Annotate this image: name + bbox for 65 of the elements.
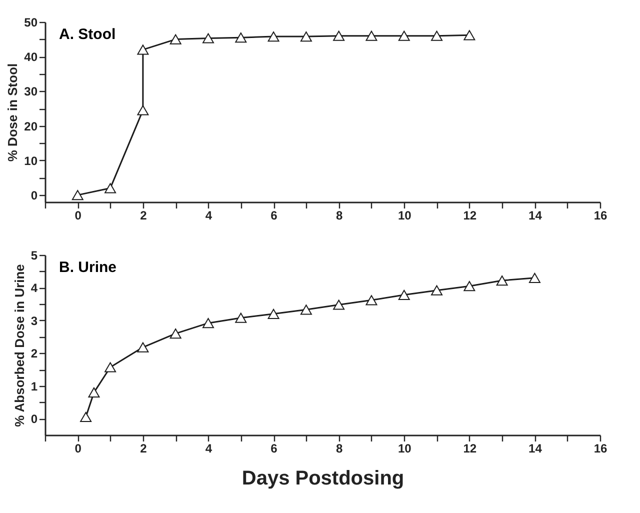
point <box>366 30 378 41</box>
x-tick-label: 4 <box>205 442 212 456</box>
y-tick-label: 2 <box>30 346 38 361</box>
point <box>268 308 280 319</box>
x-tick-label: 0 <box>74 442 82 456</box>
point <box>80 412 92 422</box>
point <box>464 30 476 40</box>
point <box>366 295 378 306</box>
point <box>235 312 247 323</box>
y-tick-label: 3 <box>30 314 38 328</box>
x-tick-label: 14 <box>528 208 542 222</box>
point <box>137 44 149 55</box>
point <box>333 30 345 41</box>
x-tick-label: 10 <box>398 442 412 456</box>
x-tick-label: 0 <box>74 208 82 222</box>
y-tick-label: 4 <box>30 281 38 296</box>
y-tick-label: 10 <box>24 154 38 168</box>
point <box>268 31 280 42</box>
chart-title: B. Urine <box>59 259 117 276</box>
chart-title: A. Stool <box>59 26 116 43</box>
y-axis-title: % Dose in Stool <box>5 63 20 162</box>
point <box>104 362 116 372</box>
point <box>88 387 100 398</box>
point <box>528 272 540 283</box>
y-tick-label: 1 <box>30 379 38 394</box>
point <box>464 281 476 292</box>
x-tick-label: 8 <box>336 442 343 456</box>
y-tick-label: 20 <box>24 119 38 134</box>
point <box>170 328 182 339</box>
point <box>72 190 84 200</box>
y-tick-label: 50 <box>24 16 38 30</box>
point <box>300 304 312 315</box>
point <box>431 30 443 41</box>
x-tick-label: 2 <box>140 442 148 456</box>
point <box>104 183 116 194</box>
y-tick-label: 0 <box>30 188 38 203</box>
x-tick-label: 16 <box>594 442 608 456</box>
x-tick-label: 8 <box>336 208 343 222</box>
x-tick-label: 12 <box>463 208 477 222</box>
point <box>202 318 214 328</box>
point <box>137 342 149 352</box>
point <box>496 275 508 286</box>
x-tick-label: 4 <box>205 208 212 222</box>
point <box>398 290 410 300</box>
y-tick-label: 5 <box>30 248 38 262</box>
x-tick-label: 2 <box>140 208 148 222</box>
point <box>333 300 345 310</box>
x-tick-label: 6 <box>270 442 278 456</box>
x-tick-label: 16 <box>594 208 608 222</box>
x-tick-label: 12 <box>463 442 477 456</box>
point <box>202 33 214 44</box>
x-axis-title: Days Postdosing <box>242 468 404 490</box>
x-tick-label: 10 <box>398 208 412 222</box>
point <box>170 34 182 44</box>
x-tick-label: 6 <box>270 208 278 222</box>
x-tick-label: 14 <box>528 442 542 456</box>
point <box>137 105 149 116</box>
point <box>235 32 247 43</box>
y-tick-label: 30 <box>24 84 38 99</box>
point <box>398 30 410 41</box>
point <box>300 31 312 42</box>
y-tick-label: 0 <box>30 412 38 426</box>
y-axis-title: % Absorbed Dose in Urine <box>12 264 27 427</box>
y-tick-label: 40 <box>24 50 38 64</box>
point <box>431 285 443 296</box>
